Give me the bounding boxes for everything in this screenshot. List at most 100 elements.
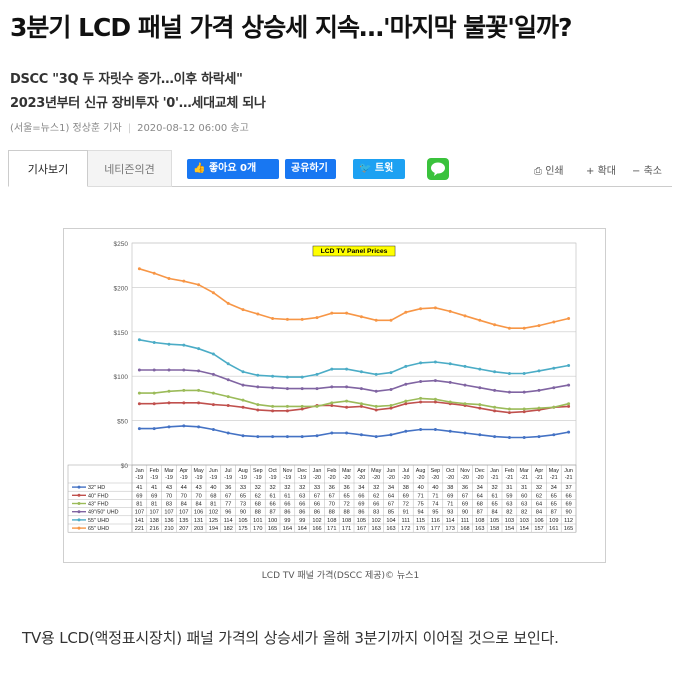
chart-title: LCD TV Panel Prices [321, 248, 388, 255]
article-meta: (서울=뉴스1) 정상훈 기자 | 2020-08-12 06:00 송고 [10, 119, 249, 134]
data-label: 91 [403, 510, 409, 516]
x-tick-year: -20 [432, 475, 440, 481]
x-tick-year: -19 [150, 475, 158, 481]
data-label: 69 [151, 493, 157, 499]
data-point [433, 306, 437, 310]
data-point [493, 323, 497, 327]
data-label: 100 [268, 518, 277, 524]
data-label: 154 [520, 526, 529, 532]
legend-marker [77, 485, 81, 489]
data-label: 83 [373, 510, 379, 516]
x-tick-label: Jan [313, 468, 322, 474]
legend-label: 49"/50" UHD [88, 510, 119, 516]
data-label: 61 [269, 493, 275, 499]
data-point [552, 320, 556, 324]
data-label: 59 [506, 493, 512, 499]
data-label: 66 [314, 502, 320, 508]
data-label: 32 [299, 485, 305, 491]
data-label: 62 [536, 493, 542, 499]
data-point [448, 400, 452, 404]
x-tick-label: May [371, 468, 381, 474]
data-point [330, 385, 334, 389]
data-point [167, 277, 171, 281]
x-tick-year: -20 [358, 475, 366, 481]
data-label: 32 [373, 485, 379, 491]
data-label: 69 [403, 493, 409, 499]
data-label: 62 [255, 493, 261, 499]
series-line [139, 389, 569, 410]
x-tick-label: Aug [238, 468, 248, 474]
data-label: 67 [462, 493, 468, 499]
publish-date: 2020-08-12 06:00 송고 [137, 123, 249, 134]
data-label: 40 [210, 485, 216, 491]
data-label: 31 [506, 485, 512, 491]
data-label: 70 [166, 493, 172, 499]
data-label: 61 [491, 493, 497, 499]
x-tick-label: Nov [460, 468, 470, 474]
data-point [567, 430, 571, 434]
series-line [139, 425, 569, 439]
data-label: 108 [342, 518, 351, 524]
data-point [507, 407, 511, 411]
panel-price-chart: $0 $50 $100 $150 $200 $250 LCD TV Panel Prices… [67, 241, 577, 533]
y-tick-label: $100 [114, 374, 129, 381]
data-label: 66 [565, 493, 571, 499]
data-label: 65 [491, 502, 497, 508]
facebook-share-button[interactable]: 공유하기 [285, 159, 336, 179]
data-point [211, 403, 215, 407]
x-tick-label: Jun [209, 468, 218, 474]
data-label: 81 [151, 502, 157, 508]
data-label: 61 [284, 493, 290, 499]
data-point [182, 368, 186, 372]
data-point [285, 435, 289, 439]
data-point [389, 406, 393, 410]
data-point [197, 388, 201, 392]
data-point [182, 343, 186, 347]
x-tick-label: Feb [327, 468, 336, 474]
data-label: 111 [461, 518, 470, 524]
line-share-button[interactable] [427, 158, 449, 180]
zoom-out-button[interactable]: − 축소 [632, 162, 662, 177]
data-point [448, 380, 452, 384]
data-label: 166 [312, 526, 321, 532]
data-point [567, 383, 571, 387]
data-point [478, 386, 482, 390]
data-point [522, 410, 526, 414]
x-tick-year: -19 [239, 475, 247, 481]
data-point [507, 411, 511, 415]
data-point [300, 317, 304, 321]
data-point [389, 404, 393, 408]
data-point [404, 399, 408, 403]
data-label: 164 [298, 526, 307, 532]
data-label: 74 [432, 502, 438, 508]
tab-comments[interactable]: 네티즌의견 [88, 150, 172, 187]
data-point [537, 406, 541, 410]
x-tick-label: Jul [402, 468, 409, 474]
x-tick-label: Mar [342, 468, 351, 474]
x-tick-label: Mar [520, 468, 529, 474]
data-label: 203 [194, 526, 203, 532]
print-button[interactable]: ⎙ 인쇄 [534, 162, 564, 177]
legend-label: 55" UHD [88, 518, 109, 524]
zoom-in-label: 확대 [597, 166, 616, 177]
data-label: 65 [551, 502, 557, 508]
data-point [522, 326, 526, 330]
data-point [152, 368, 156, 372]
data-label: 105 [238, 518, 247, 524]
data-point [285, 387, 289, 391]
tab-article[interactable]: 기사보기 [8, 150, 88, 187]
tweet-button[interactable]: 🐦 트윗 [353, 159, 405, 179]
data-label: 69 [565, 502, 571, 508]
data-label: 67 [225, 493, 231, 499]
facebook-like-button[interactable]: 👍 좋아요 0개 [187, 159, 279, 179]
data-table-border [67, 464, 577, 533]
zoom-in-button[interactable]: + 확대 [586, 162, 616, 177]
data-label: 69 [447, 493, 453, 499]
data-label: 87 [551, 510, 557, 516]
data-label: 114 [446, 518, 455, 524]
x-tick-year: -19 [165, 475, 173, 481]
data-label: 175 [238, 526, 247, 532]
data-label: 41 [136, 485, 142, 491]
data-label: 84 [195, 502, 201, 508]
x-tick-year: -21 [520, 475, 528, 481]
